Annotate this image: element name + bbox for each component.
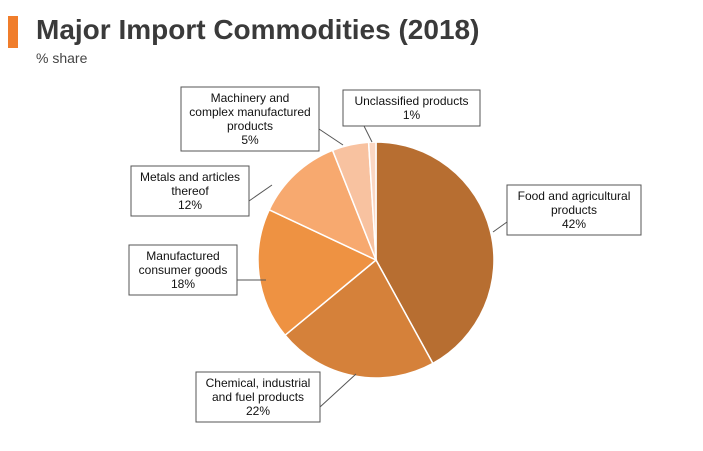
data-label-value: 1% <box>403 108 421 122</box>
data-label-value: 42% <box>562 217 586 231</box>
data-label-value: 12% <box>178 198 202 212</box>
chart-title: Major Import Commodities (2018) <box>36 14 480 45</box>
data-label-name: thereof <box>171 184 209 198</box>
pie-slice-metals-and-articles-thereof <box>268 149 378 262</box>
data-label-value: 18% <box>171 277 195 291</box>
data-label-name: Manufactured <box>146 249 219 263</box>
leader-line-machinery-and-complex-manufactured-products <box>318 128 344 146</box>
callout-box <box>506 184 642 236</box>
callout-box <box>180 86 320 152</box>
callout-box <box>195 371 321 423</box>
leader-line-food-and-agricultural-products <box>492 221 508 233</box>
data-label-name: Chemical, industrial <box>206 376 311 390</box>
chart-subtitle: % share <box>36 50 88 66</box>
pie-slice-manufactured-consumer-goods <box>257 208 378 337</box>
data-label-name: complex manufactured <box>189 105 310 119</box>
leader-line-chemical-industrial-and-fuel-products <box>319 373 357 408</box>
data-label-value: 22% <box>246 404 270 418</box>
data-label-name: products <box>551 203 597 217</box>
data-label-name: and fuel products <box>212 390 304 404</box>
leader-lines <box>237 125 508 408</box>
callout-box <box>342 89 481 127</box>
data-label-name: consumer goods <box>139 263 228 277</box>
pie-slices <box>257 141 495 379</box>
leader-line-metals-and-articles-thereof <box>248 184 273 202</box>
pie-slice-food-and-agricultural-products <box>375 141 495 365</box>
callout-box <box>128 244 238 296</box>
callout-box <box>130 165 250 217</box>
data-label-name: Food and agricultural <box>518 189 631 203</box>
data-label-name: Machinery and <box>211 91 290 105</box>
leader-line-unclassified-products <box>363 125 373 143</box>
pie-slice-unclassified-products <box>367 141 377 261</box>
data-label-name: products <box>227 119 273 133</box>
data-label-name: Metals and articles <box>140 170 240 184</box>
data-label-value: 5% <box>241 133 259 147</box>
callout-labels: Food and agriculturalproducts42%Chemical… <box>128 86 642 423</box>
data-label-name: Unclassified products <box>354 94 468 108</box>
title-accent-bar <box>8 16 18 48</box>
